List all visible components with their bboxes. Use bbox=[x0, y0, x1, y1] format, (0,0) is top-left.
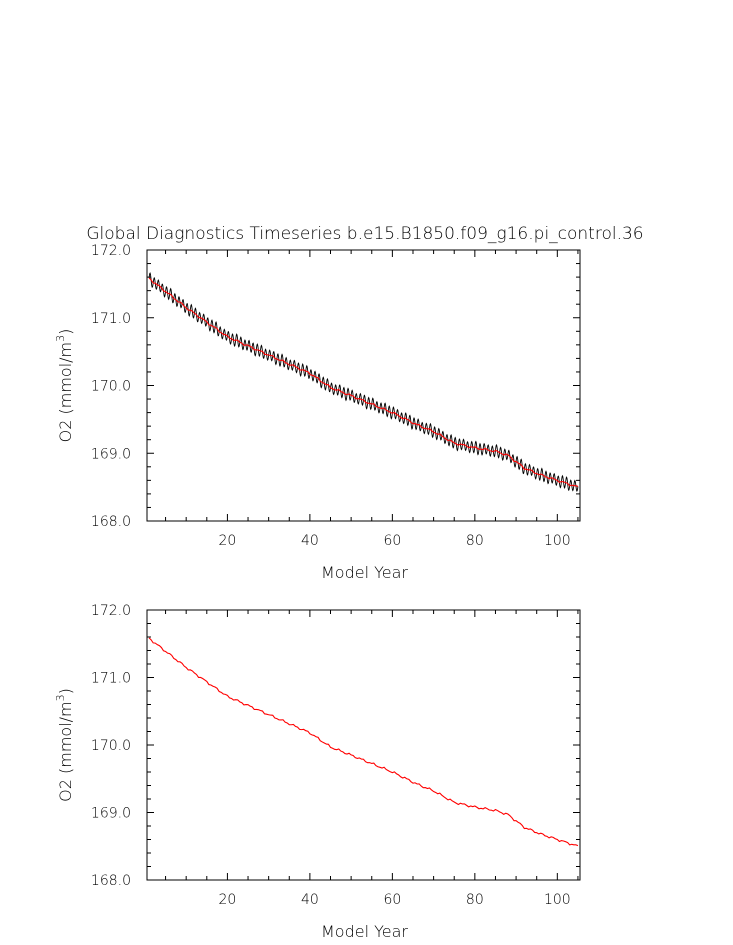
y-tick-label: 169.0 bbox=[91, 806, 131, 822]
x-tick-label: 60 bbox=[383, 892, 401, 908]
plot-frame bbox=[146, 609, 581, 881]
y-tick-label: 169.0 bbox=[91, 446, 131, 462]
series-line-annual bbox=[148, 637, 579, 847]
x-tick-label: 20 bbox=[219, 533, 237, 549]
x-tick-label: 100 bbox=[544, 892, 571, 908]
y-axis-label: O2 (mmol/m3) bbox=[54, 688, 75, 802]
x-axis-label: Model Year bbox=[321, 922, 408, 941]
bottom-panel: 20 40 60 80 100 168.0 169.0 170.0 171.0 172.0 Mode… bbox=[54, 603, 581, 941]
y-tick-label: 168.0 bbox=[91, 873, 131, 889]
top-panel: 20 40 60 80 100 168.0 169.0 170.0 171.0 172.0 Mode… bbox=[54, 243, 581, 582]
y-axis-label: O2 (mmol/m3) bbox=[54, 329, 75, 443]
x-tick-label: 80 bbox=[466, 533, 484, 549]
y-tick-label: 170.0 bbox=[91, 738, 131, 754]
series-line-monthly bbox=[148, 272, 579, 493]
y-tick-label: 172.0 bbox=[91, 603, 131, 619]
y-tick-label: 168.0 bbox=[91, 514, 131, 530]
y-tick-label: 170.0 bbox=[91, 379, 131, 395]
plot-frame bbox=[146, 249, 581, 522]
y-tick-label: 171.0 bbox=[91, 311, 131, 327]
x-tick-label: 20 bbox=[219, 892, 237, 908]
y-tick-label: 171.0 bbox=[91, 671, 131, 687]
x-axis-label: Model Year bbox=[321, 563, 408, 582]
chart-title: Global Diagnostics Timeseries b.e15.B185… bbox=[86, 224, 643, 244]
x-tick-label: 100 bbox=[544, 533, 571, 549]
x-tick-label: 40 bbox=[301, 533, 319, 549]
series-line-annual bbox=[148, 277, 579, 487]
y-tick-label: 172.0 bbox=[91, 243, 131, 259]
x-tick-label: 40 bbox=[301, 892, 319, 908]
x-tick-label: 80 bbox=[466, 892, 484, 908]
x-tick-label: 60 bbox=[383, 533, 401, 549]
